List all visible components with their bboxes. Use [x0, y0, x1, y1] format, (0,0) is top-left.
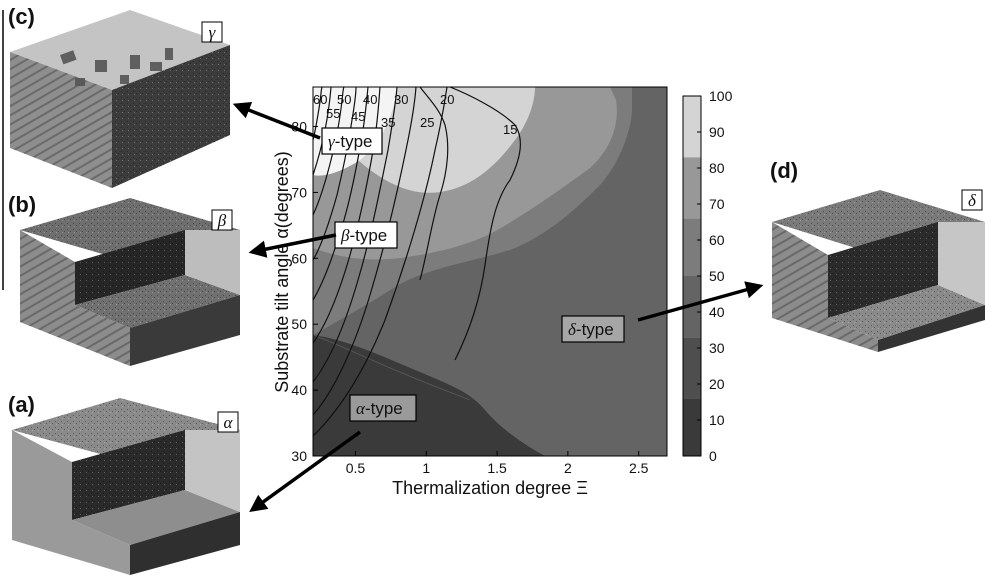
y-tick-label: 50: [291, 316, 307, 332]
colorbar-ticks: 0 10 20 30 40 50 60 70 80 90 100: [697, 88, 733, 464]
contour-label-55: 55: [326, 106, 340, 121]
contour-label-45: 45: [351, 109, 365, 124]
contour-label-30: 30: [394, 92, 408, 107]
panel-d-delta-microstructure: (d) δ: [770, 158, 985, 352]
gamma-top-face: [10, 10, 230, 90]
panel-c-label: (c): [8, 4, 35, 29]
colorbar-level: [683, 398, 701, 456]
gamma-symbol: γ: [209, 23, 217, 42]
gamma-type-suffix: -type: [335, 132, 373, 151]
colorbar-tick-label: 60: [709, 232, 725, 248]
arrow-to-gamma: [232, 101, 321, 140]
gamma-type-tag: γ-type: [321, 127, 383, 155]
contour-fill: [313, 87, 667, 456]
colorbar-tick-label: 30: [709, 340, 725, 356]
level-0-16: [313, 335, 545, 456]
x-axis-title: Thermalization degree Ξ: [392, 478, 588, 498]
delta-symbol-box: [961, 189, 983, 211]
beta-type-tag: β-type: [334, 221, 398, 249]
colorbar-tick-label: 100: [709, 88, 733, 104]
svg-text:α-type: α-type: [356, 399, 403, 418]
plot-frame: [312, 86, 668, 457]
contour-line-35: [313, 87, 369, 301]
contour-label-25: 25: [420, 115, 434, 130]
y-tick-label: 70: [291, 184, 307, 200]
contour-label-20: 20: [440, 92, 454, 107]
colorbar-level: [683, 96, 701, 158]
panel-b-label: (b): [8, 192, 36, 217]
colorbar-tick-label: 10: [709, 412, 725, 428]
delta-type-greek: δ: [568, 320, 577, 339]
delta-type-suffix: -type: [576, 320, 614, 339]
colorbar-tick-label: 40: [709, 304, 725, 320]
y-tick-label: 40: [291, 382, 307, 398]
beta-type-greek: β: [340, 226, 350, 245]
beta-symbol: β: [217, 211, 227, 230]
contour-line-15-outer: [449, 87, 522, 361]
contour-line-40: [313, 87, 357, 261]
colorbar-level: [683, 337, 701, 399]
contour-label-60: 60: [313, 92, 327, 107]
beta-symbol-box: [211, 209, 233, 231]
colorbar-level: [683, 218, 701, 276]
gamma-symbol-box: [201, 21, 223, 43]
colorbar-tick-label: 50: [709, 268, 725, 284]
panel-a-alpha-microstructure: (a) α: [8, 392, 240, 575]
colorbar-tick-label: 90: [709, 124, 725, 140]
x-axis: 0.5 1 1.5 2 2.5: [346, 451, 649, 476]
x-tick-label: 0.5: [346, 460, 366, 476]
gamma-type-greek: γ: [328, 132, 336, 151]
panel-c-gamma-microstructure: (c) γ: [8, 4, 230, 188]
svg-text:δ-type: δ-type: [568, 320, 614, 339]
arrow-to-beta: [248, 233, 337, 258]
colorbar-tick-label: 80: [709, 160, 725, 176]
colorbar-levels: [683, 96, 701, 456]
colorbar-level: [683, 157, 701, 219]
contour-label-50: 50: [337, 92, 351, 107]
arrow-to-alpha: [249, 430, 362, 513]
colorbar: 0 10 20 30 40 50 60 70 80 90 100: [682, 88, 733, 464]
x-tick-label: 2.5: [629, 460, 649, 476]
svg-text:γ-type: γ-type: [328, 132, 373, 151]
alpha-symbol-box: [217, 411, 239, 433]
x-tick-label: 1.5: [487, 460, 507, 476]
alpha-type-tag: α-type: [349, 394, 417, 422]
colorbar-tick-label: 20: [709, 376, 725, 392]
x-tick-label: 2: [564, 460, 572, 476]
y-tick-label: 60: [291, 250, 307, 266]
contour-plot: 60 55 50 45 40 35 30 25 20 15 0.5 1 1.5 2 2.…: [272, 86, 668, 498]
contour-labels: 60 55 50 45 40 35 30 25 20 15: [313, 92, 517, 137]
colorbar-tick-label: 0: [709, 448, 717, 464]
beta-type-suffix: -type: [349, 226, 387, 245]
contour-line-15: [313, 87, 448, 437]
delta-type-tag: δ-type: [561, 315, 625, 343]
y-tick-label: 30: [291, 448, 307, 464]
x-tick-label: 1: [422, 460, 430, 476]
delta-symbol: δ: [968, 191, 977, 210]
panel-b-beta-microstructure: (b) β: [8, 192, 240, 366]
svg-text:β-type: β-type: [340, 226, 387, 245]
contour-line-30: [313, 87, 381, 344]
y-axis-title: Substrate tilt angle α(degrees): [272, 151, 292, 393]
panel-a-label: (a): [8, 392, 35, 417]
alpha-symbol: α: [224, 413, 234, 432]
panel-d-label: (d): [770, 158, 798, 183]
contour-label-15: 15: [503, 122, 517, 137]
alpha-type-suffix: -type: [365, 399, 403, 418]
contour-label-35: 35: [381, 115, 395, 130]
arrows: [232, 101, 764, 513]
contour-line-20-outer: [419, 87, 449, 281]
contour-label-40: 40: [363, 92, 377, 107]
arrow-to-delta: [637, 281, 764, 322]
alpha-type-greek: α: [356, 399, 366, 418]
contour-line-55: [313, 87, 323, 141]
colorbar-tick-label: 70: [709, 196, 725, 212]
